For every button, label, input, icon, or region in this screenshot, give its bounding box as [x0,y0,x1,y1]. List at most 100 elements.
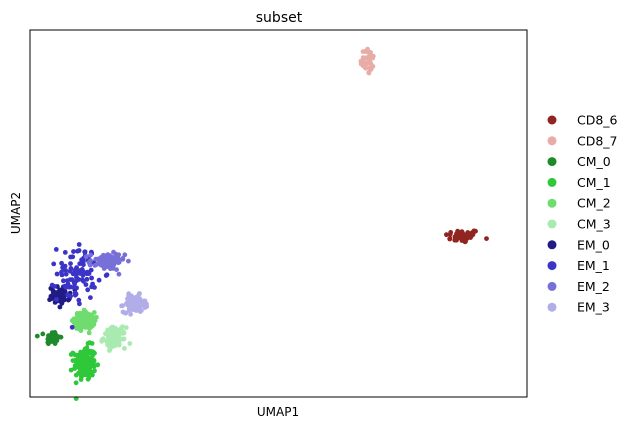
point-cd8-6 [463,239,468,244]
point-cm-1 [75,363,81,369]
point-cm-3 [116,341,122,346]
point-em-2 [114,257,119,262]
point-cm-2 [88,324,94,330]
legend-marker-em-0 [547,240,557,250]
point-cm-2 [82,322,88,328]
legend-label-cm-2: CM_2 [577,196,611,211]
legend-label-cm-0: CM_0 [577,154,611,169]
point-cm-2 [91,322,97,327]
point-em-1 [88,267,94,273]
point-cm-1 [85,341,91,346]
point-em-1 [68,266,74,271]
point-em-2 [92,263,98,268]
point-cd8-7 [366,70,372,76]
legend-marker-em-1 [547,261,557,271]
point-cm-3 [99,338,105,344]
point-cm-3 [107,348,112,353]
point-em-1 [65,292,71,298]
point-em-3 [130,307,136,313]
point-em-1 [63,285,69,290]
point-em-3 [125,296,130,302]
point-cm-3 [121,336,127,342]
point-cd8-7 [365,49,371,55]
point-em-1 [78,271,83,276]
point-em-3 [132,300,138,306]
point-cm-1 [77,352,82,358]
point-em-1 [76,297,82,303]
point-cm-2 [74,326,79,331]
legend-marker-cd8-7 [547,136,557,146]
point-em-1 [76,248,82,253]
point-em-1 [62,263,68,269]
legend-label-em-1: EM_1 [577,258,610,273]
point-cm-0 [58,334,64,340]
point-em-2 [110,256,115,261]
legend-marker-cm-3 [547,219,557,229]
point-cm-1 [88,369,93,375]
point-em-1 [88,295,93,300]
point-cm-1 [86,364,92,370]
point-cd8-6 [454,237,459,243]
point-cm-1 [89,341,95,346]
x-axis-label: UMAP1 [257,405,299,419]
legend-label-em-3: EM_3 [577,300,610,315]
point-em-1 [85,287,91,293]
point-em-1 [82,249,88,255]
point-cm-1 [85,356,91,362]
point-cd8-7 [370,53,376,59]
point-cm-2 [94,314,99,320]
point-em-0 [50,289,56,295]
point-em-1 [51,261,57,267]
point-em-1 [89,275,94,281]
points-layer [34,46,489,401]
point-em-2 [116,271,122,277]
point-em-2 [107,262,113,268]
point-em-3 [128,311,134,317]
point-em-3 [141,298,147,304]
point-cd8-6 [484,236,489,242]
point-cm-0 [46,341,51,347]
point-cd8-7 [365,55,370,61]
point-cm-1 [73,372,79,378]
point-em-1 [96,277,102,283]
point-em-1 [77,301,82,307]
point-em-2 [87,262,93,268]
point-cm-3 [122,346,127,351]
point-cm-2 [74,312,80,318]
point-cm-0 [40,331,46,337]
point-em-2 [111,262,117,268]
point-cd8-7 [361,61,367,67]
point-cm-3 [120,324,125,329]
point-cm-0 [52,332,57,338]
point-cm-0 [34,333,40,339]
point-em-1 [83,282,89,287]
point-cm-0 [45,336,51,342]
point-cm-3 [104,338,109,344]
point-em-2 [125,258,131,264]
point-cm-1 [95,362,101,368]
point-em-3 [120,303,125,309]
point-em-2 [110,266,116,271]
point-em-1 [69,324,75,330]
legend-marker-cm-2 [547,198,557,208]
point-em-1 [49,282,55,288]
point-em-1 [81,278,86,284]
point-em-1 [54,271,60,277]
point-cd8-6 [448,230,454,235]
point-cm-1 [80,358,86,363]
point-em-1 [74,278,79,284]
point-em-2 [88,252,93,258]
point-em-2 [111,249,116,255]
legend-label-cd8-7: CD8_7 [577,133,618,148]
point-cm-2 [89,317,95,323]
chart-title: subset [256,10,303,26]
point-cm-2 [73,319,79,325]
point-cm-3 [116,332,121,338]
plot-frame [29,29,528,398]
point-cm-2 [74,315,79,321]
point-em-3 [135,305,141,311]
point-cd8-6 [447,236,453,242]
point-cm-1 [78,377,84,382]
point-em-3 [126,291,132,297]
